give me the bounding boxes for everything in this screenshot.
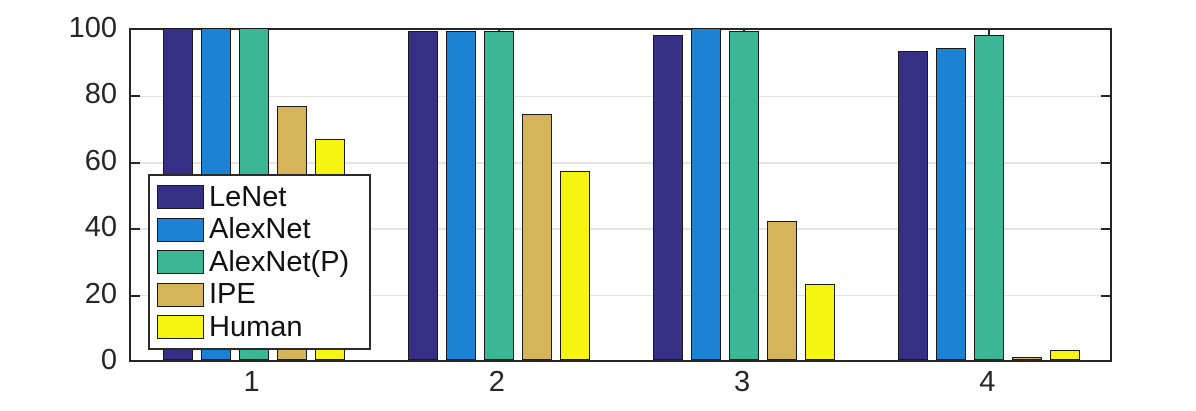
y-axis-tick-label: 20 — [84, 277, 117, 310]
legend-item: AlexNet(P) — [157, 247, 365, 277]
legend-swatch-icon — [157, 315, 204, 339]
plot-area: LeNet AlexNet AlexNet(P) IPE Human — [129, 28, 1112, 362]
gridline — [131, 95, 1110, 98]
legend-item: Human — [157, 312, 365, 342]
bar-human-cat4 — [1050, 350, 1081, 360]
bar-alexnet-p--cat3 — [729, 31, 760, 360]
y-axis-tick — [131, 294, 140, 297]
bar-human-cat2 — [559, 170, 590, 360]
bar-lenet-cat2 — [407, 31, 438, 360]
y-axis-tick-label: 80 — [84, 78, 117, 111]
bar-human-cat3 — [805, 283, 836, 360]
bar-alexnet-cat4 — [936, 47, 967, 360]
y-axis-tick-label: 60 — [84, 144, 117, 177]
gridline — [131, 228, 1110, 230]
legend-label: AlexNet(P) — [209, 245, 350, 278]
gridline — [131, 162, 1110, 164]
bar-lenet-cat4 — [898, 51, 929, 360]
legend-swatch-icon — [157, 185, 204, 209]
legend-label: Human — [209, 310, 303, 343]
x-axis-tick-label: 4 — [979, 366, 996, 398]
bar-alexnet-p--cat2 — [483, 31, 514, 360]
legend-label: LeNet — [209, 180, 287, 213]
bar-alexnet-cat2 — [445, 31, 476, 360]
bar-lenet-cat3 — [653, 34, 684, 360]
legend-swatch-icon — [157, 282, 204, 307]
y-axis-tick-label: 0 — [100, 344, 117, 376]
x-axis-tick-label: 2 — [488, 366, 505, 398]
x-axis-tick — [988, 30, 991, 39]
y-axis-tick — [131, 95, 140, 98]
legend-item: AlexNet — [157, 215, 365, 245]
gridline — [131, 294, 1110, 297]
y-axis-tick-label: 100 — [68, 12, 117, 44]
bar-alexnet-p--cat4 — [974, 34, 1005, 360]
y-axis-tick — [1101, 95, 1110, 98]
legend-swatch-icon — [157, 217, 204, 242]
legend-item: IPE — [157, 280, 365, 310]
y-axis-tick — [131, 161, 140, 164]
bar-ipe-cat4 — [1012, 356, 1043, 360]
legend: LeNet AlexNet AlexNet(P) IPE Human — [148, 174, 371, 350]
bar-ipe-cat3 — [767, 220, 798, 360]
y-axis-tick — [1101, 228, 1110, 231]
y-axis-tick — [1101, 161, 1110, 164]
bar-alexnet-cat3 — [691, 28, 722, 360]
x-axis-tick-label: 3 — [734, 366, 751, 398]
bar-ipe-cat2 — [521, 114, 552, 360]
legend-label: IPE — [209, 278, 256, 310]
legend-swatch-icon — [157, 250, 204, 274]
y-axis-tick — [131, 228, 140, 231]
legend-label: AlexNet — [209, 213, 311, 245]
x-axis-tick-label: 1 — [243, 366, 260, 398]
y-axis-tick-label: 40 — [84, 211, 117, 244]
y-axis-tick — [1101, 294, 1110, 297]
legend-item: LeNet — [157, 182, 365, 212]
